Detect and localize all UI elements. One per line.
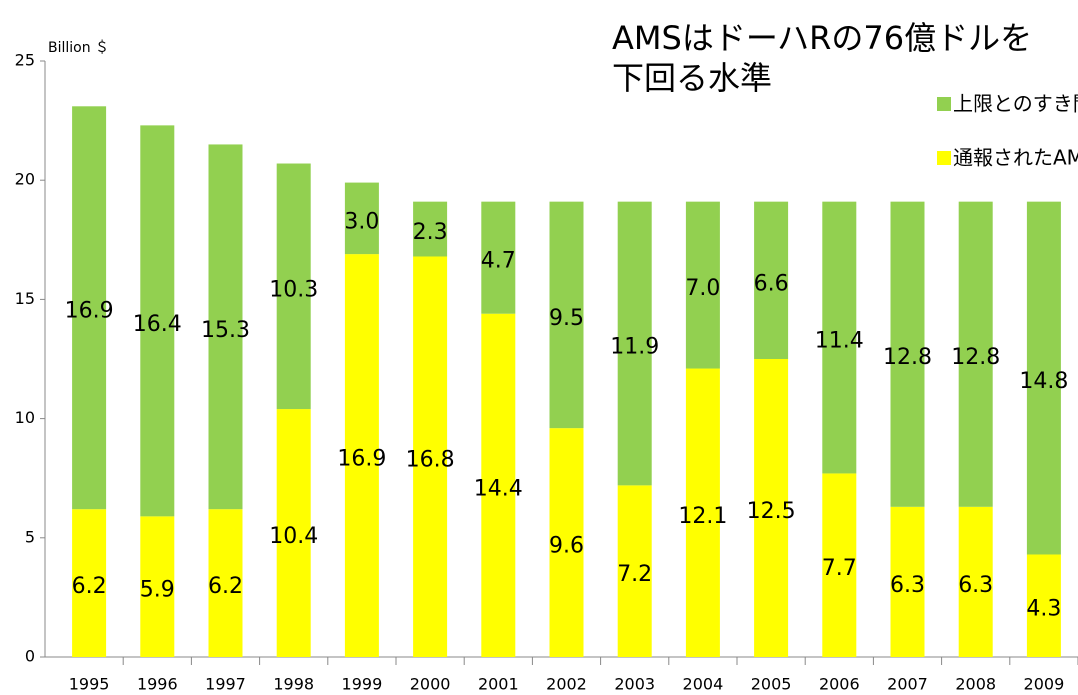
bar-segment xyxy=(890,201,925,507)
data-label: 16.8 xyxy=(406,448,455,473)
data-label: 16.4 xyxy=(133,312,182,337)
data-label: 12.1 xyxy=(678,504,727,529)
data-label: 4.3 xyxy=(1026,597,1061,622)
legend-label: 上限とのすき間 xyxy=(953,92,1078,116)
x-tick-label: 1998 xyxy=(273,675,314,694)
bar-segment xyxy=(617,201,652,486)
data-label: 12.8 xyxy=(951,345,1000,370)
data-label: 16.9 xyxy=(65,299,114,324)
y-tick-label: 25 xyxy=(15,51,35,70)
data-label: 5.9 xyxy=(140,578,175,603)
bar-segment xyxy=(72,106,107,510)
data-label: 11.9 xyxy=(610,335,659,360)
chart-title: AMSはドーハRの76億ドルを xyxy=(612,19,1032,57)
chart-title: 下回る水準 xyxy=(612,59,772,97)
bar-segment xyxy=(958,201,993,507)
data-label: 7.2 xyxy=(617,562,652,587)
data-label: 7.7 xyxy=(822,556,857,581)
data-label: 10.4 xyxy=(269,524,318,549)
data-label: 6.3 xyxy=(958,573,993,598)
bar-segment xyxy=(344,182,379,255)
bar-segment xyxy=(822,473,857,657)
x-tick-label: 2007 xyxy=(887,675,928,694)
data-label: 15.3 xyxy=(201,318,250,343)
y-tick-label: 10 xyxy=(15,408,35,427)
x-tick-label: 2000 xyxy=(410,675,451,694)
bar-segment xyxy=(1026,554,1061,657)
data-label: 4.7 xyxy=(481,249,516,274)
bar-segment xyxy=(549,201,584,429)
x-tick-label: 1999 xyxy=(342,675,383,694)
bar-segment xyxy=(685,368,720,657)
bar-segment xyxy=(276,163,311,410)
bar-segment xyxy=(208,509,243,657)
bar-segment xyxy=(413,201,448,257)
y-tick-label: 0 xyxy=(25,647,35,666)
x-tick-label: 2002 xyxy=(546,675,587,694)
y-tick-label: 15 xyxy=(15,289,35,308)
data-label: 3.0 xyxy=(344,209,379,234)
bar-segment xyxy=(276,409,311,657)
bar-segment xyxy=(481,201,516,314)
data-label: 14.8 xyxy=(1019,369,1068,394)
data-label: 12.5 xyxy=(747,499,796,524)
bar-segment xyxy=(208,144,243,510)
data-label: 16.9 xyxy=(337,447,386,472)
legend-swatch xyxy=(937,151,951,165)
y-tick-label: 20 xyxy=(15,170,35,189)
data-label: 6.6 xyxy=(754,271,789,296)
bar-segment xyxy=(481,313,516,657)
bar-segment xyxy=(1026,201,1061,555)
bar-segment xyxy=(549,428,584,657)
bar-segment xyxy=(958,506,993,657)
data-label: 6.3 xyxy=(890,573,925,598)
x-tick-label: 2005 xyxy=(751,675,792,694)
data-label: 9.6 xyxy=(549,534,584,559)
x-tick-label: 2001 xyxy=(478,675,519,694)
bar-segment xyxy=(822,201,857,474)
data-label: 10.3 xyxy=(269,277,318,302)
x-tick-label: 2003 xyxy=(614,675,655,694)
x-tick-label: 2009 xyxy=(1024,675,1065,694)
y-tick-label: 5 xyxy=(25,527,35,546)
bar-segment xyxy=(754,201,789,359)
bar-segment xyxy=(754,359,789,657)
x-tick-label: 1997 xyxy=(205,675,246,694)
x-tick-label: 2004 xyxy=(683,675,724,694)
y-axis-label: Billion ＄ xyxy=(48,40,109,56)
bar-segment xyxy=(140,516,175,657)
x-tick-label: 2006 xyxy=(819,675,860,694)
x-tick-label: 1995 xyxy=(69,675,110,694)
legend-label: 通報されたAMS xyxy=(953,146,1078,170)
data-label: 12.8 xyxy=(883,345,932,370)
bar-segment xyxy=(413,256,448,657)
data-label: 9.5 xyxy=(549,306,584,331)
data-label: 6.2 xyxy=(72,574,107,599)
bar-segment xyxy=(685,201,720,369)
x-tick-label: 2008 xyxy=(955,675,996,694)
data-label: 7.0 xyxy=(685,276,720,301)
bar-segment xyxy=(140,125,175,517)
x-tick-label: 1996 xyxy=(137,675,178,694)
data-label: 11.4 xyxy=(815,329,864,354)
bar-segment xyxy=(890,506,925,657)
data-label: 6.2 xyxy=(208,574,243,599)
bar-segment xyxy=(344,254,379,657)
bar-segment xyxy=(72,509,107,657)
data-label: 2.3 xyxy=(413,220,448,245)
bar-segment xyxy=(617,485,652,657)
data-label: 14.4 xyxy=(474,476,523,501)
legend-swatch xyxy=(937,97,951,111)
